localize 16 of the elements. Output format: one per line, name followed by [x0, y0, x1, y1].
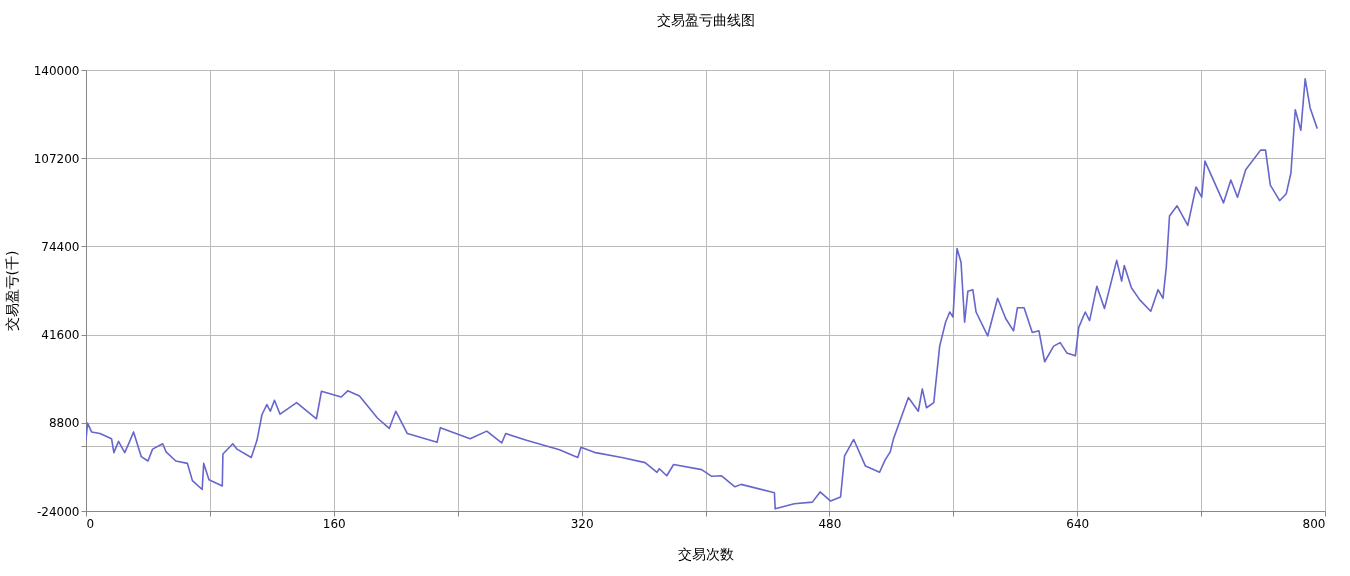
y-tick-label: 140000 [33, 63, 80, 78]
chart-title: 交易盈亏曲线图 [656, 12, 755, 28]
y-axis-title: 交易盈亏(千) [3, 250, 20, 332]
line-series [86, 78, 1319, 510]
y-tick-label: 107200 [33, 151, 80, 166]
y-tick-label: 8800 [48, 416, 80, 431]
y-tick-label: 41600 [41, 328, 80, 343]
x-axis-title: 交易次数 [678, 545, 734, 562]
x-tick-label: 640 [1066, 516, 1090, 531]
y-tick-label: 74400 [41, 239, 80, 254]
x-tick-label: 480 [818, 516, 842, 531]
x-tick-label: 320 [570, 516, 594, 531]
y-tick-label: -24000 [36, 504, 80, 519]
x-tick-label: 800 [1302, 516, 1326, 531]
x-tick-label: 160 [322, 516, 346, 531]
x-tick-label: 0 [86, 516, 95, 531]
